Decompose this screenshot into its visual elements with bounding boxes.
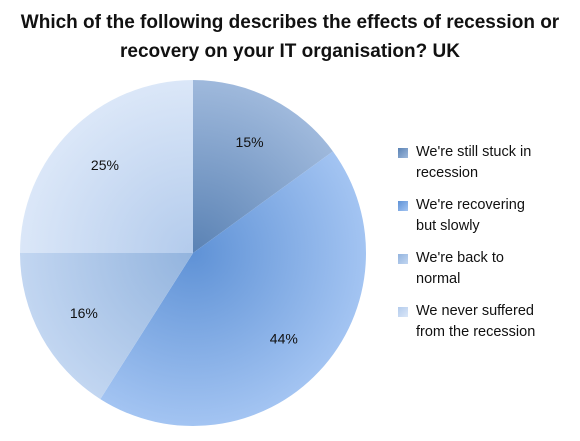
legend-label-stuck-line-1: We're still stuck in — [416, 144, 532, 160]
legend-label-recovering-line-1: We're recovering — [416, 197, 525, 213]
chart-title-line-1: Which of the following describes the eff… — [20, 12, 560, 33]
pie-slice-recovering — [100, 151, 366, 426]
legend-label-never-line-2: from the recession — [416, 324, 536, 340]
legend-item-recovering: We're recovering but slowly — [398, 196, 578, 249]
legend-label-recovering-line-2: but slowly — [416, 218, 480, 234]
legend-item-never: We never suffered from the recession — [398, 302, 578, 355]
legend-label-stuck-line-2: recession — [416, 165, 479, 181]
data-label-stuck: 15% — [236, 134, 264, 150]
legend-item-stuck: We're still stuck in recession — [398, 143, 578, 196]
legend-label-stuck: We're still stuck in recession — [416, 142, 576, 184]
legend-swatch-stuck — [398, 148, 408, 158]
legend-swatch-never — [398, 307, 408, 317]
legend-swatch-recovering — [398, 201, 408, 211]
legend-label-recovering: We're recovering but slowly — [416, 195, 576, 237]
chart-title-line-2: recovery on your IT organisation? UK — [120, 41, 460, 62]
pie-slice-stuck — [193, 80, 333, 253]
legend-item-normal: We're back to normal — [398, 249, 578, 302]
data-label-never: 25% — [91, 157, 119, 173]
legend-label-normal: We're back to normal — [416, 248, 576, 290]
chart-legend: We're still stuck in recession We're rec… — [398, 143, 578, 355]
pie-slices — [20, 80, 366, 426]
data-label-normal: 16% — [70, 305, 98, 321]
pie-slice-never — [20, 80, 193, 253]
legend-label-normal-line-1: We're back to — [416, 250, 504, 266]
legend-label-never: We never suffered from the recession — [416, 301, 576, 343]
legend-label-normal-line-2: normal — [416, 271, 461, 287]
legend-swatch-normal — [398, 254, 408, 264]
pie-data-labels: 15% 44% 16% 25% — [70, 134, 298, 346]
legend-label-never-line-1: We never suffered — [416, 303, 534, 319]
chart-title: Which of the following describes the eff… — [0, 8, 580, 66]
pie-slice-normal — [20, 253, 193, 400]
data-label-recovering: 44% — [270, 330, 298, 346]
